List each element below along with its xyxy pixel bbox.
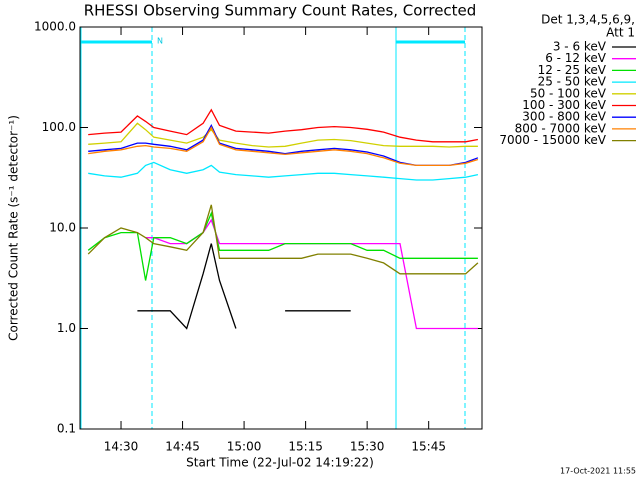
y-tick-label: 100.0 — [42, 120, 76, 134]
x-tick-label: 14:30 — [104, 440, 139, 454]
series-line — [88, 126, 479, 167]
series-line — [137, 243, 351, 330]
y-tick-label: 1000.0 — [34, 20, 76, 34]
series-line — [87, 204, 479, 275]
legend-label: 25 - 50 keV — [538, 75, 607, 89]
x-tick-label: 15:00 — [227, 440, 262, 454]
y-tick-label: 1.0 — [57, 321, 76, 335]
legend-title: Att 1 — [606, 26, 635, 40]
legend-label: 100 - 300 keV — [522, 98, 606, 112]
annotation: N — [157, 37, 163, 46]
y-axis-label: Corrected Count Rate (s⁻¹ detector⁻¹) — [7, 115, 21, 341]
legend-label: 800 - 7000 keV — [515, 121, 607, 135]
x-axis-label: Start Time (22-Jul-02 14:19:22) — [186, 456, 374, 470]
chart-title: RHESSI Observing Summary Count Rates, Co… — [84, 2, 477, 20]
legend-title: Det 1,3,4,5,6,9, — [541, 13, 635, 27]
series-line — [88, 161, 479, 181]
x-tick-label: 15:30 — [350, 440, 385, 454]
series-line — [88, 122, 478, 148]
legend-label: 7000 - 15000 keV — [499, 133, 606, 147]
legend-label: 12 - 25 keV — [538, 63, 607, 77]
timestamp: 17-Oct-2021 11:55 — [560, 467, 636, 476]
y-tick-label: 0.1 — [57, 422, 76, 436]
series-line — [88, 108, 479, 143]
y-tick-label: 10.0 — [49, 221, 76, 235]
plot-frame — [79, 26, 483, 430]
legend-label: 50 - 100 keV — [530, 86, 607, 100]
legend-label: 300 - 800 keV — [522, 110, 606, 124]
series-line — [87, 211, 478, 281]
legend-label: 6 - 12 keV — [545, 51, 607, 65]
legend-label: 3 - 6 keV — [553, 40, 607, 54]
markers — [80, 27, 466, 429]
x-tick-label: 15:45 — [411, 440, 446, 454]
x-tick-label: 14:45 — [165, 440, 200, 454]
x-tick-label: 15:15 — [288, 440, 323, 454]
